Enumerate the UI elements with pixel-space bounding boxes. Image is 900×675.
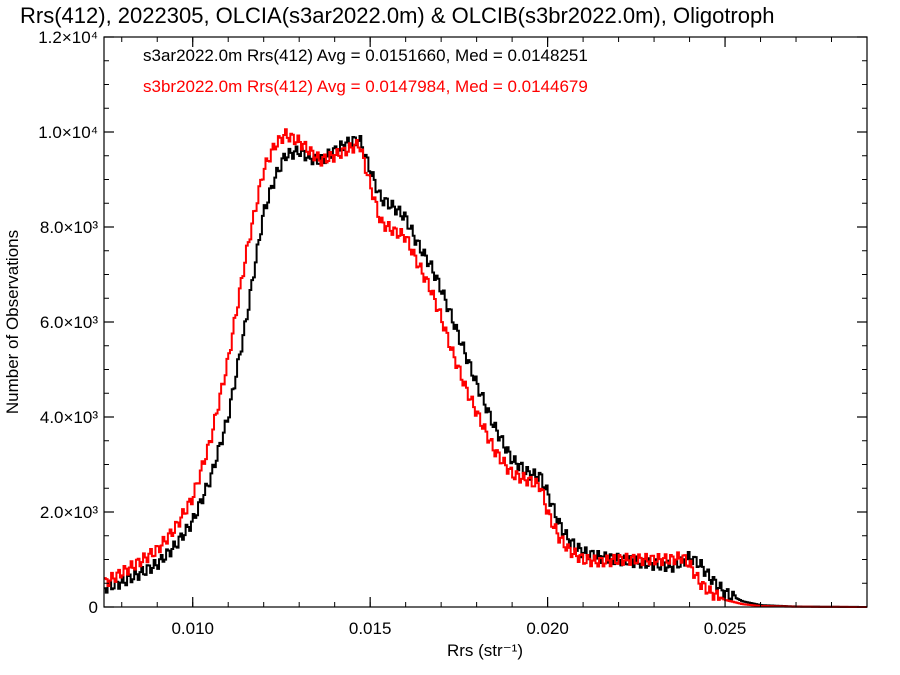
y-tick-label: 1.2×10⁴ xyxy=(38,28,98,47)
legend: s3ar2022.0m Rrs(412) Avg = 0.0151660, Me… xyxy=(143,46,588,96)
plot-frame xyxy=(103,36,868,608)
y-tick-label: 2.0×10³ xyxy=(40,503,98,522)
legend-entry-olcib: s3br2022.0m Rrs(412) Avg = 0.0147984, Me… xyxy=(143,77,588,96)
y-axis-ticks: 0 2.0×10³ 4.0×10³ 6.0×10³ 8.0×10³ 1.0×10⁴ 1.2×… xyxy=(38,28,867,617)
series-line-0 xyxy=(104,135,867,608)
x-tick-label: 0.020 xyxy=(526,619,569,638)
x-axis-label: Rrs (str⁻¹) xyxy=(447,641,523,660)
chart-title: Rrs(412), 2022305, OLCIA(s3ar2022.0m) & … xyxy=(20,3,774,28)
y-tick-label: 0 xyxy=(89,598,98,617)
x-axis-ticks: 0.010 0.015 0.020 0.025 xyxy=(121,37,833,638)
legend-entry-olcia: s3ar2022.0m Rrs(412) Avg = 0.0151660, Me… xyxy=(143,46,588,65)
y-tick-label: 1.0×10⁴ xyxy=(38,123,98,142)
series-line-1 xyxy=(104,128,867,608)
x-tick-label: 0.015 xyxy=(349,619,392,638)
y-tick-label: 4.0×10³ xyxy=(40,408,98,427)
x-tick-label: 0.010 xyxy=(171,619,214,638)
y-tick-label: 6.0×10³ xyxy=(40,313,98,332)
series-layer xyxy=(104,128,867,608)
x-tick-label: 0.025 xyxy=(704,619,747,638)
y-axis-label: Number of Observations xyxy=(3,230,22,414)
y-tick-label: 8.0×10³ xyxy=(40,218,98,237)
